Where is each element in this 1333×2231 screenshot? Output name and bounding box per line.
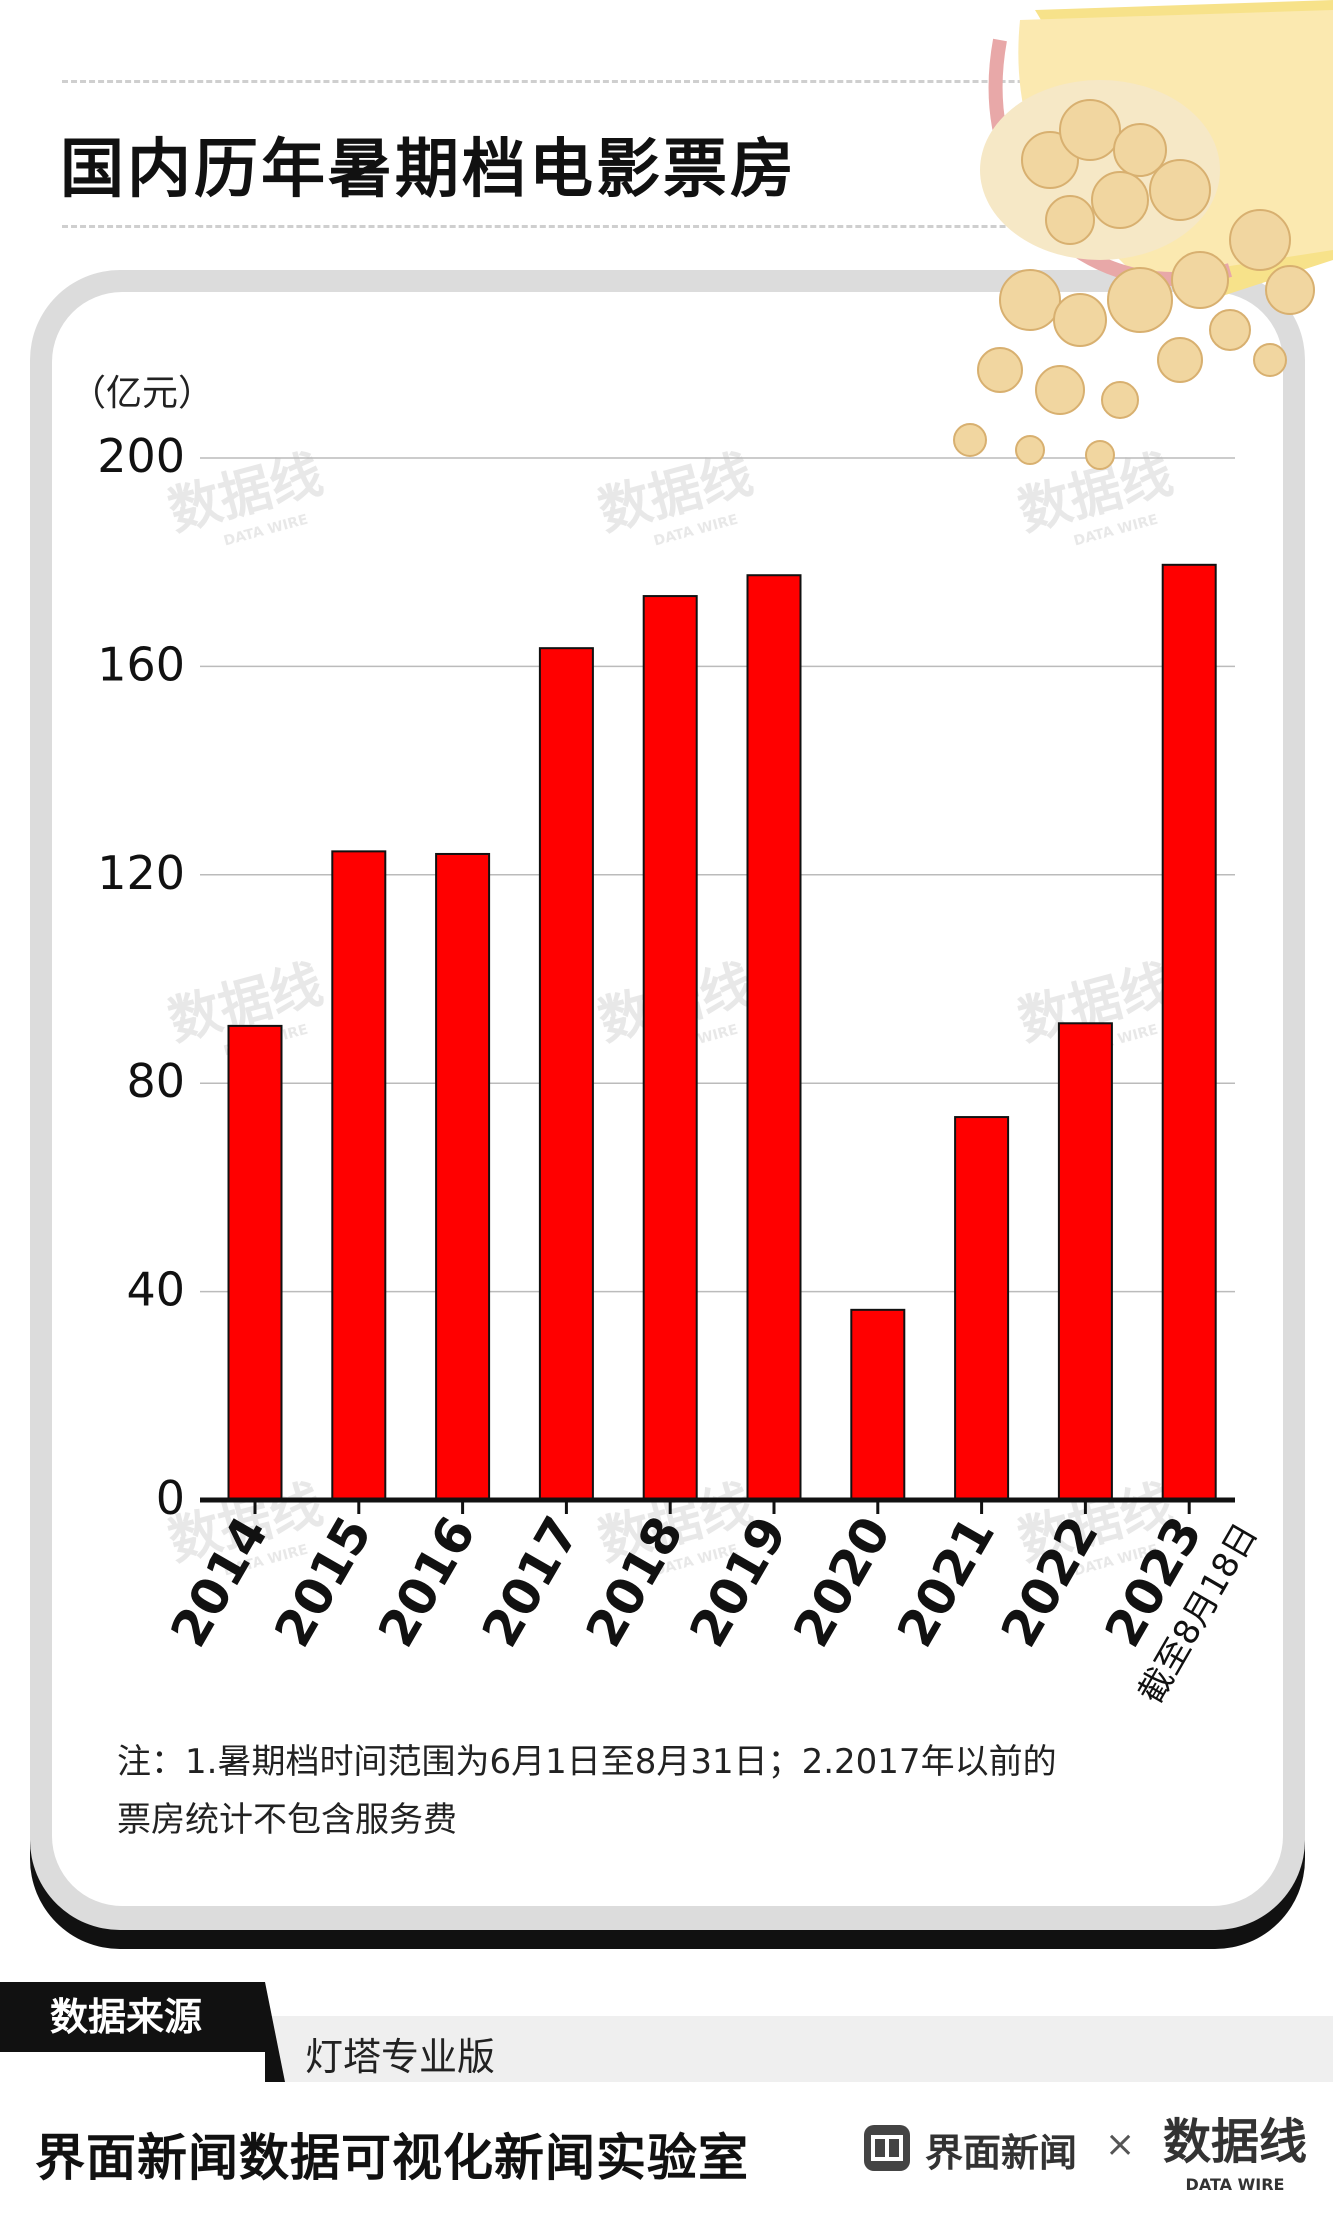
y-tick-label: 160 bbox=[97, 637, 185, 691]
x-tick-label: 2016 bbox=[367, 1507, 487, 1657]
y-tick-label: 200 bbox=[97, 429, 185, 483]
x-tick-label: 2017 bbox=[471, 1507, 591, 1657]
bars bbox=[227, 563, 1217, 1501]
bar bbox=[642, 595, 698, 1501]
x-axis bbox=[200, 1497, 1235, 1514]
bar bbox=[538, 647, 594, 1501]
y-tick-label: 0 bbox=[156, 1471, 185, 1525]
title-top-divider bbox=[62, 80, 1267, 83]
x-tick-label: 2021 bbox=[886, 1507, 1006, 1657]
x-tick-label: 2020 bbox=[782, 1507, 902, 1657]
popcorn-icon bbox=[953, 0, 1333, 470]
bar bbox=[746, 574, 802, 1501]
bar bbox=[1161, 563, 1217, 1501]
y-tick-label: 80 bbox=[126, 1054, 185, 1108]
bar bbox=[435, 852, 491, 1501]
source-bar bbox=[265, 2016, 1333, 2082]
bar bbox=[850, 1308, 906, 1501]
chart-note-line1: 注：1.暑期档时间范围为6月1日至8月31日；2.2017年以前的 bbox=[117, 1742, 1057, 1782]
source-value: 灯塔专业版 bbox=[305, 2035, 496, 2079]
y-tick-label: 40 bbox=[126, 1263, 185, 1317]
x-tick-label: 2018 bbox=[575, 1507, 695, 1657]
bar bbox=[1057, 1022, 1113, 1501]
bar bbox=[954, 1116, 1010, 1501]
bar bbox=[331, 850, 387, 1501]
footer-separator: × bbox=[1105, 2124, 1136, 2165]
bar bbox=[227, 1024, 283, 1501]
x-tick-label: 2022 bbox=[990, 1507, 1110, 1657]
jiemian-logo-icon bbox=[864, 2125, 910, 2171]
y-tick-label: 120 bbox=[97, 846, 185, 900]
footer-brand: 界面新闻 bbox=[925, 2131, 1078, 2175]
y-tick-labels: 0 40 80 120 160 200 bbox=[97, 429, 185, 1525]
chart-note-line2: 票房统计不包含服务费 bbox=[117, 1800, 457, 1840]
y-axis-unit: （亿元） bbox=[70, 373, 214, 414]
svg-text:数据线: 数据线 bbox=[1163, 2114, 1307, 2170]
datawire-logo: 数据线 DATA WIRE bbox=[1163, 2114, 1307, 2194]
title-bottom-divider bbox=[62, 225, 1267, 228]
footer-title: 界面新闻数据可视化新闻实验室 bbox=[35, 2129, 749, 2187]
svg-text:DATA WIRE: DATA WIRE bbox=[1186, 2175, 1285, 2194]
source-label: 数据来源 bbox=[0, 1982, 265, 2052]
page-title: 国内历年暑期档电影票房 bbox=[60, 133, 797, 207]
